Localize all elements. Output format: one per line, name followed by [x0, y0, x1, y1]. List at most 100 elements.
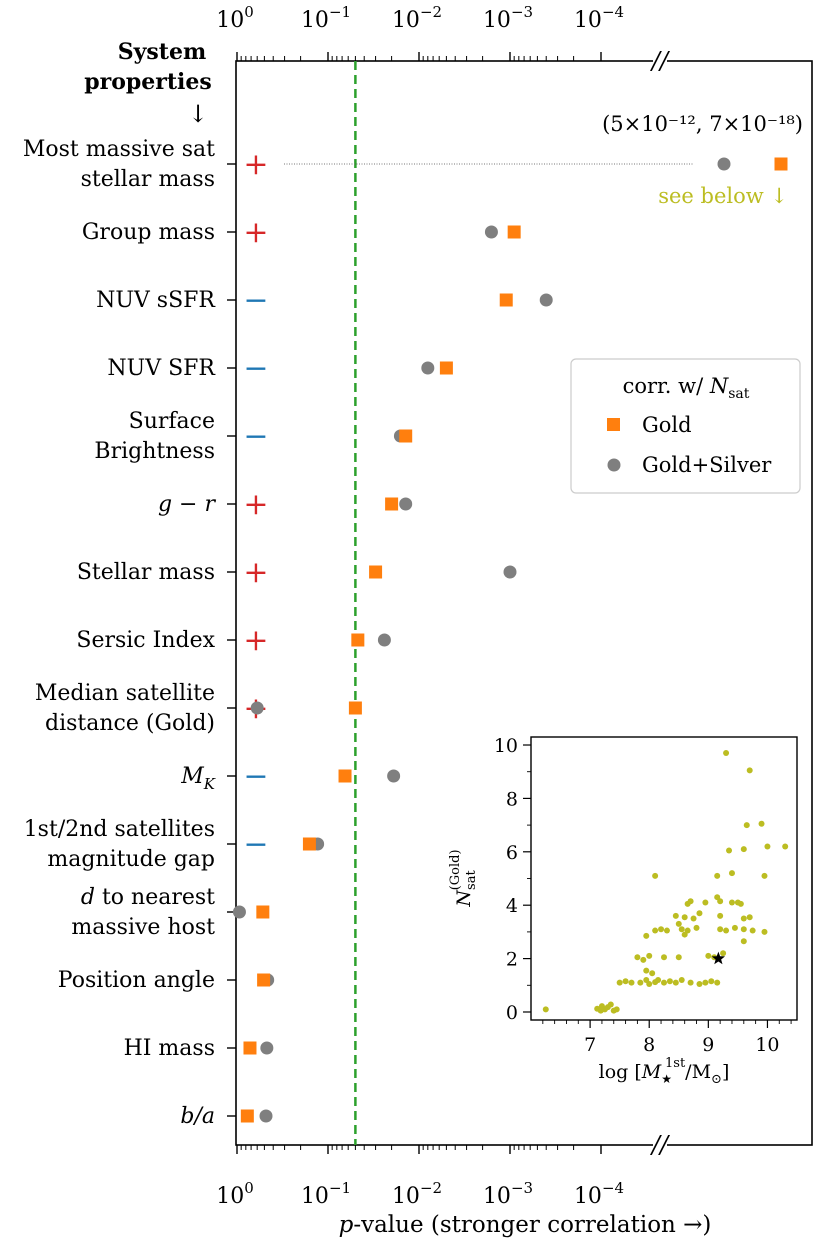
inset-point [598, 1003, 605, 1010]
inset-point [731, 924, 738, 931]
legend-label-gold-silver: Gold+Silver [642, 453, 772, 477]
inset-point [728, 899, 735, 906]
legend-marker-gold [607, 418, 620, 431]
inset-point [726, 847, 733, 854]
row-label-0-1: stellar mass [81, 167, 215, 192]
inset-point [640, 956, 647, 963]
gold-point [256, 905, 270, 919]
gold-silver-point [259, 1109, 273, 1123]
inset-point [643, 967, 650, 974]
inset-point [737, 900, 744, 907]
gold-point [338, 769, 352, 783]
top-tick-label-1: 10−1 [301, 3, 351, 33]
inset-point [652, 872, 659, 879]
inset-point [714, 872, 721, 879]
bottom-tick-label-4: 10−4 [574, 1179, 624, 1209]
inset-point [740, 926, 747, 933]
inset-point [690, 915, 697, 922]
top-tick-label-2: 10−2 [392, 3, 442, 33]
sign-marker: − [243, 827, 268, 862]
inset-point [740, 915, 747, 922]
gold-point [439, 361, 453, 375]
inset-point [663, 927, 670, 934]
gold-point [507, 225, 521, 239]
inset-point [652, 927, 659, 934]
gold-point [499, 293, 513, 307]
row-label-4-0: Surface [129, 409, 215, 434]
inset-point [542, 1006, 549, 1013]
header-arrow: ↓ [188, 100, 208, 128]
bottom-tick-label-1: 10−1 [301, 1179, 351, 1209]
inset-point [764, 843, 771, 850]
top-tick-label-4: 10−4 [574, 3, 624, 33]
row-label-11-0: d to nearest [81, 885, 215, 910]
gold-silver-point [503, 565, 517, 579]
inset-frame [530, 736, 798, 1021]
inset-point [746, 914, 753, 921]
legend-label-gold: Gold [642, 413, 692, 437]
row-label-2-0: NUV sSFR [96, 288, 216, 313]
gold-silver-point [250, 701, 264, 715]
inset-point [655, 976, 662, 983]
gold-silver-point [387, 769, 401, 783]
inset-point [723, 750, 730, 757]
inset-point [782, 843, 789, 850]
legend-title: corr. w/ Nsat [623, 374, 750, 402]
inset-x-label: log [M★1st/M⊙] [599, 1056, 730, 1087]
legend-marker-gold-silver [607, 458, 621, 472]
inset-point [702, 979, 709, 986]
gold-silver-point [421, 361, 435, 375]
inset-x-tick-label: 8 [643, 1034, 655, 1056]
inset-y-tick-label: 4 [506, 895, 518, 917]
inset-x-tick-label: 10 [755, 1034, 779, 1056]
inset-scatter: 7 8 9 10 0 2 4 6 8 10 log [M★1st/M⊙] Nsat(Gold) [448, 735, 798, 1087]
gold-silver-point [484, 225, 498, 239]
sign-marker: − [243, 419, 268, 454]
inset-point [607, 1001, 614, 1008]
inset-point [714, 979, 721, 986]
inset-point [646, 980, 653, 987]
row-label-14-0: b/a [180, 1104, 215, 1129]
gold-point [369, 565, 383, 579]
axis-break-top: // [650, 47, 671, 75]
gold-silver-point [377, 633, 391, 647]
inset-point [714, 894, 721, 901]
sign-marker: − [243, 283, 268, 318]
inset-point [761, 928, 768, 935]
gold-silver-point [232, 905, 246, 919]
x-axis-label: p-value (stronger correlation →) [339, 1212, 712, 1238]
inset-point [720, 950, 727, 957]
inset-point [672, 912, 679, 919]
inset-point [728, 870, 735, 877]
sign-marker: + [243, 147, 268, 182]
row-label-11-1: massive host [71, 915, 215, 940]
axis-break-bottom: // [650, 1131, 671, 1159]
inset-point [740, 846, 747, 853]
gold-silver-point [717, 157, 731, 171]
legend-box [570, 358, 801, 494]
inset-y-tick-label: 2 [506, 949, 518, 971]
row-label-13-0: HI mass [124, 1036, 215, 1061]
row-label-6-0: Stellar mass [77, 560, 215, 585]
row-label-1-0: Group mass [82, 220, 215, 245]
inset-point [661, 954, 667, 961]
inset-point [687, 979, 694, 986]
inset-y-tick-label: 8 [506, 788, 518, 810]
sign-marker: + [243, 215, 268, 250]
inset-point [749, 927, 756, 934]
row-label-3-0: NUV SFR [107, 356, 216, 381]
see-below-note: see below ↓ [658, 184, 788, 208]
sign-marker: + [243, 487, 268, 522]
inset-point [672, 979, 679, 986]
inset-point [646, 952, 653, 959]
gold-silver-point [399, 497, 413, 511]
inset-point [687, 898, 694, 905]
inset-point [616, 979, 623, 986]
row-label-9-0: MK [180, 764, 216, 793]
inset-point [761, 872, 768, 879]
inset-point [634, 954, 641, 961]
row-label-10-1: magnitude gap [47, 847, 215, 872]
inset-highlight-star [711, 951, 726, 965]
inset-point [622, 978, 629, 985]
header-line1: System [118, 39, 207, 65]
